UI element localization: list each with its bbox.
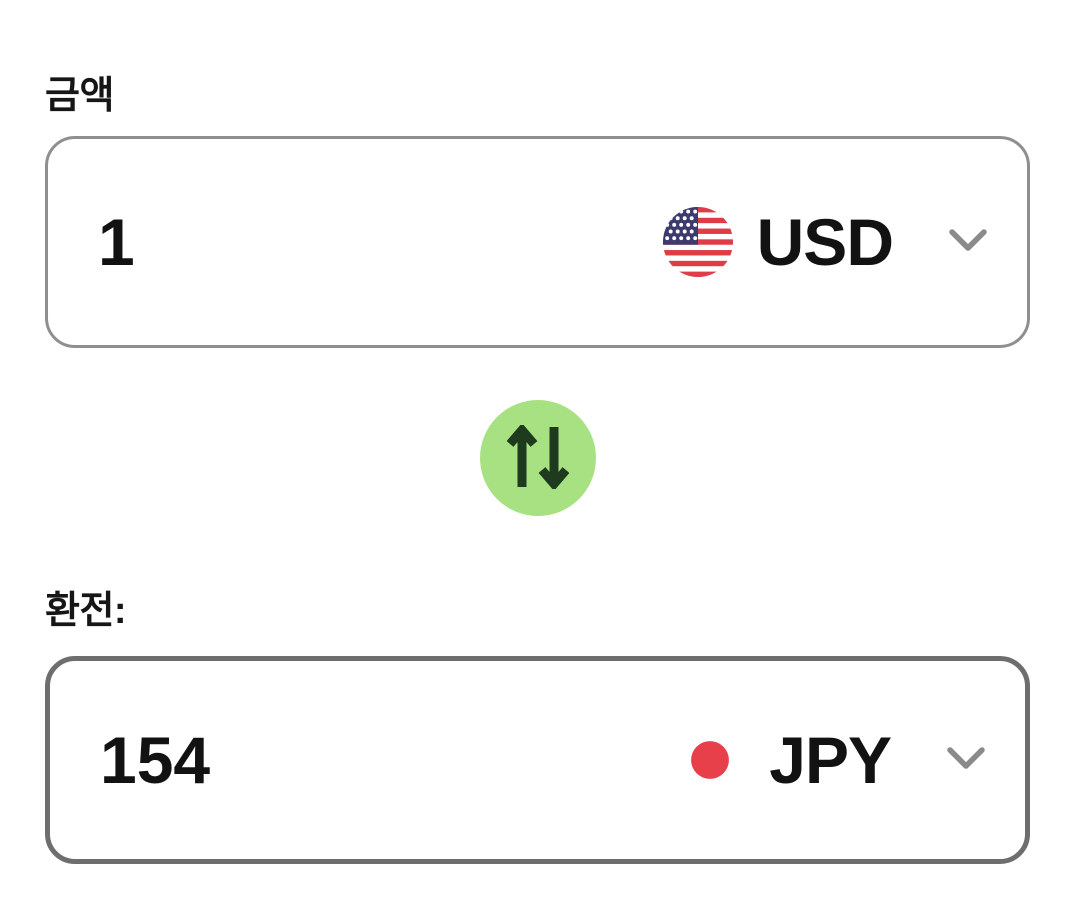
converted-output-box[interactable]: 154 JPY <box>45 656 1030 864</box>
from-currency-code: USD <box>756 205 894 279</box>
amount-input-box[interactable]: 1 <box>45 136 1030 348</box>
converted-section: 환전: 154 JPY <box>45 588 1030 864</box>
currency-converter: 금액 1 <box>45 0 1030 864</box>
amount-label: 금액 <box>45 75 114 117</box>
converted-value[interactable]: 154 <box>100 723 211 797</box>
amount-input[interactable]: 1 <box>98 205 135 279</box>
amount-section: 금액 1 <box>45 73 1030 348</box>
japan-flag-icon <box>675 725 746 795</box>
swap-currencies-button[interactable] <box>479 400 596 516</box>
swap-row <box>45 400 1030 516</box>
swap-vertical-arrows-icon <box>506 422 569 492</box>
to-currency-selector[interactable]: JPY <box>675 722 985 798</box>
us-flag-icon <box>662 207 733 277</box>
to-currency-code: JPY <box>769 723 892 797</box>
chevron-down-icon <box>949 228 987 257</box>
chevron-down-icon <box>947 746 985 775</box>
from-currency-selector[interactable]: USD <box>662 204 987 280</box>
converted-label: 환전: <box>45 590 127 632</box>
